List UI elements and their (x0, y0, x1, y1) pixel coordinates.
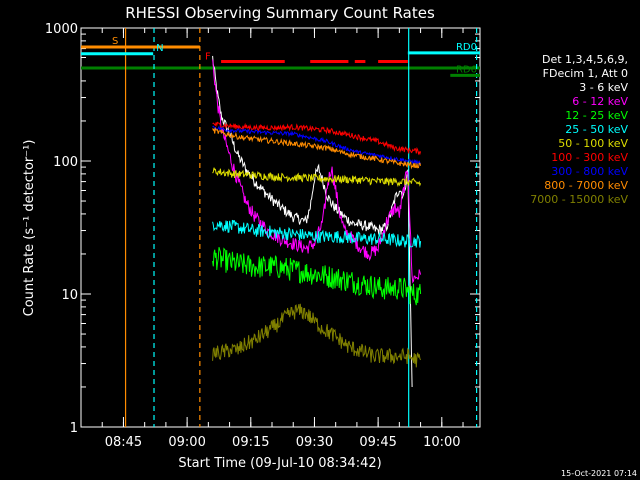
series-line-8 (212, 303, 422, 368)
legend-entry: 6 - 12 keV (572, 95, 628, 108)
x-tick-label: 09:15 (232, 435, 269, 450)
x-tick-label: 09:45 (359, 435, 396, 450)
legend-entry: 50 - 100 keV (558, 137, 628, 150)
legend-header: Det 1,3,4,5,6,9, (542, 53, 628, 66)
y-tick-label: 100 (53, 155, 78, 170)
series-line-5 (212, 121, 422, 156)
x-axis-label: Start Time (09-Jul-10 08:34:42) (178, 456, 381, 471)
flag-label-rd0: RD0 (456, 42, 477, 53)
y-tick-label: 1000 (45, 22, 78, 37)
legend-header: FDecim 1, Att 0 (543, 67, 628, 80)
footer-timestamp: 15-Oct-2021 07:14 (561, 469, 637, 478)
plot-layer: 1 10 100 1000 08:45 09:00 09:15 09:30 09:45 10:00… (45, 22, 481, 450)
x-tick-label: 10:00 (423, 435, 460, 450)
series-line-3 (212, 219, 422, 248)
legend-entry: 12 - 25 keV (565, 109, 628, 122)
flag-label-s: S (112, 36, 118, 47)
series-line-4 (212, 167, 422, 188)
y-tick-label: 10 (61, 288, 78, 303)
legend-entry: 25 - 50 keV (565, 123, 628, 136)
flag-label-n: N (156, 43, 163, 54)
legend-entry: 800 - 7000 keV (544, 179, 628, 192)
legend-entry: 7000 - 15000 keV (530, 193, 628, 206)
legend-entry: 100 - 300 keV (551, 151, 628, 164)
x-tick-label: 09:00 (168, 435, 205, 450)
chart-title: RHESSI Observing Summary Count Rates (125, 4, 435, 22)
flare-flag-label: F (205, 51, 211, 62)
y-axis-label: Count Rate (s⁻¹ detector⁻¹) (22, 140, 37, 317)
legend-entry: 3 - 6 keV (579, 81, 628, 94)
y-tick-label: 1 (70, 421, 78, 436)
legend-entry: 300 - 800 keV (551, 165, 628, 178)
legend: Det 1,3,4,5,6,9,FDecim 1, Att 03 - 6 keV… (530, 53, 628, 206)
plot-frame (80, 27, 481, 428)
flag-label-rd6: RD6 (456, 64, 477, 75)
series-line-7 (212, 127, 422, 170)
x-tick-label: 08:45 (105, 435, 142, 450)
x-tick-label: 09:30 (296, 435, 333, 450)
series-line-2 (212, 246, 422, 306)
